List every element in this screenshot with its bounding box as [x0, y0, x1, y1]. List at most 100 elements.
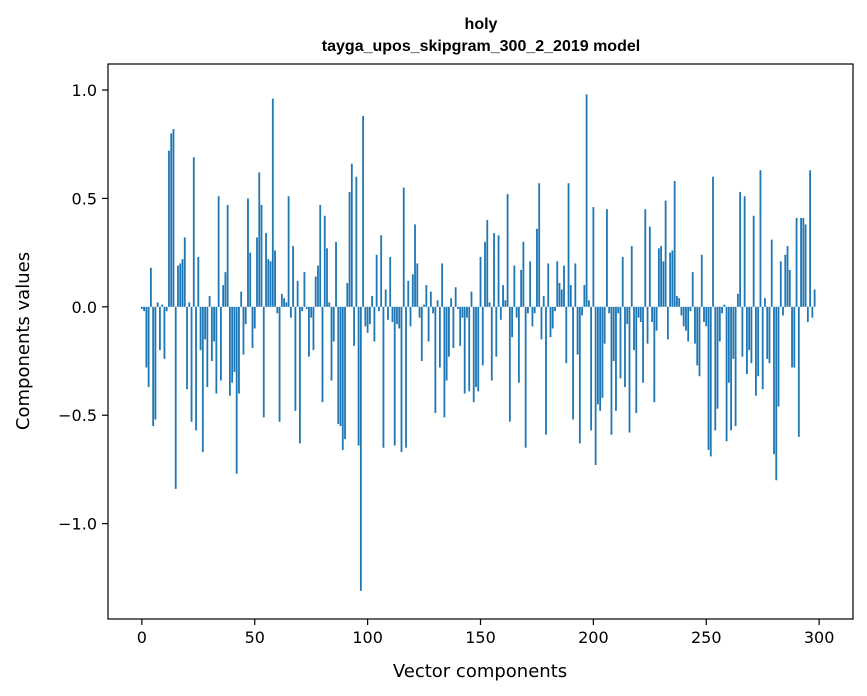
- bar: [545, 306, 547, 435]
- bar: [635, 306, 638, 414]
- bar: [639, 306, 642, 322]
- bar: [558, 282, 561, 307]
- bar: [628, 306, 631, 433]
- x-axis-ticks: 0 50 100 150 200 250 300: [137, 619, 834, 647]
- bar: [626, 306, 629, 325]
- bar: [296, 280, 299, 307]
- bar: [251, 306, 254, 348]
- bar: [599, 306, 602, 411]
- bar: [736, 293, 739, 307]
- bar: [229, 306, 231, 396]
- bar: [725, 306, 728, 442]
- bar: [278, 306, 281, 422]
- bar: [610, 306, 613, 435]
- bar: [328, 302, 331, 307]
- bar: [486, 220, 489, 307]
- bar: [443, 306, 446, 418]
- bars-group: [140, 94, 816, 591]
- bar: [195, 306, 197, 431]
- bar: [192, 157, 195, 307]
- bar: [436, 300, 439, 307]
- bar: [745, 306, 748, 375]
- bar: [402, 187, 405, 307]
- bar: [174, 306, 177, 489]
- plot-frame: [107, 63, 854, 620]
- bar: [405, 306, 407, 448]
- bar: [490, 306, 493, 381]
- bar: [348, 191, 351, 307]
- bar: [804, 224, 807, 307]
- bar: [547, 263, 550, 307]
- bar: [364, 306, 367, 327]
- bar: [445, 306, 448, 381]
- bar: [795, 217, 798, 307]
- bar: [551, 306, 554, 329]
- bar: [294, 306, 297, 411]
- bar: [587, 300, 590, 307]
- bar: [154, 306, 157, 420]
- bar: [533, 306, 536, 314]
- bar: [341, 306, 344, 450]
- bar: [204, 306, 206, 340]
- bar: [493, 233, 495, 307]
- bar: [517, 306, 520, 383]
- bar: [226, 204, 229, 307]
- bar: [380, 235, 383, 307]
- bar: [418, 306, 421, 318]
- y-axis-label: Components values: [13, 252, 34, 430]
- bar: [793, 306, 796, 368]
- bar: [206, 306, 209, 388]
- bar: [438, 306, 441, 368]
- bar: [427, 306, 430, 342]
- bar: [170, 133, 173, 307]
- bar: [450, 298, 453, 307]
- bar: [407, 280, 410, 307]
- bar: [398, 306, 401, 329]
- bar: [197, 256, 200, 307]
- bar: [680, 306, 683, 316]
- bar: [330, 306, 333, 381]
- x-tick-label: 250: [691, 628, 722, 647]
- bar: [752, 215, 755, 307]
- bar: [502, 285, 504, 307]
- bar: [312, 306, 315, 351]
- bar: [734, 306, 737, 427]
- bar: [694, 306, 696, 344]
- bar: [759, 170, 762, 307]
- bar: [560, 289, 563, 307]
- bar: [285, 302, 288, 307]
- bar: [161, 304, 164, 307]
- bar: [256, 237, 258, 307]
- bar: [655, 306, 658, 331]
- bar: [764, 298, 766, 307]
- x-tick-label: 100: [352, 628, 383, 647]
- bar: [506, 194, 509, 307]
- bar: [646, 306, 649, 344]
- bar: [387, 306, 389, 320]
- bar: [811, 306, 814, 318]
- bar: [310, 306, 313, 318]
- bar: [411, 274, 414, 307]
- y-tick-label: −0.5: [58, 406, 97, 425]
- bar: [563, 265, 565, 307]
- x-axis-label: Vector components: [393, 661, 567, 682]
- bar: [766, 306, 769, 359]
- bar: [265, 233, 267, 307]
- bar: [447, 306, 450, 357]
- bar: [581, 306, 583, 316]
- bar: [484, 241, 486, 307]
- bar: [709, 306, 712, 457]
- y-tick-label: 0.5: [72, 189, 97, 208]
- bar: [217, 196, 220, 307]
- bar: [409, 306, 412, 327]
- bar: [504, 300, 507, 307]
- bar: [201, 306, 204, 453]
- bar: [143, 306, 146, 312]
- bar: [283, 298, 285, 307]
- bar: [488, 302, 491, 307]
- bar: [540, 306, 543, 340]
- bar: [414, 224, 416, 307]
- bar: [524, 306, 527, 448]
- bar: [468, 306, 471, 392]
